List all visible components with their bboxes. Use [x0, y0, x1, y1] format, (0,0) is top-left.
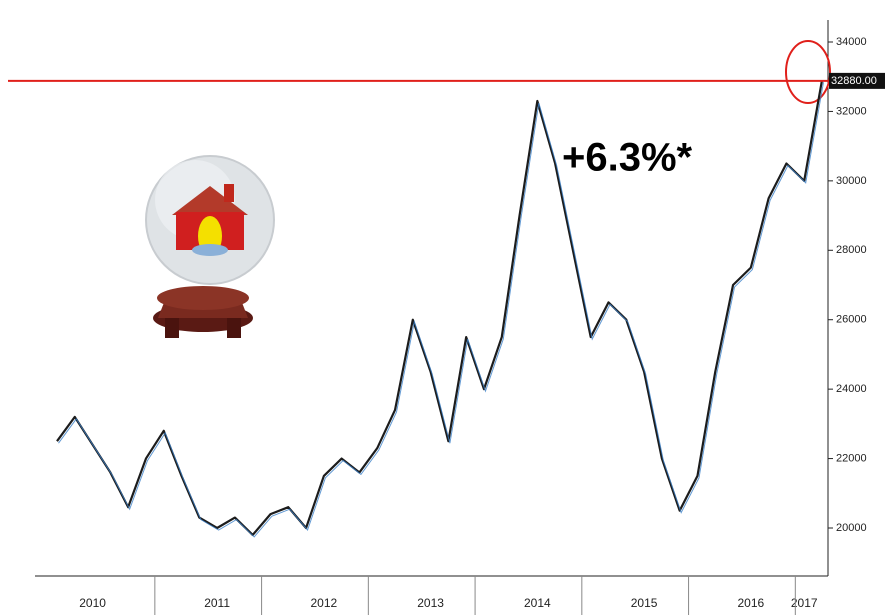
- price-line-shade: [58, 82, 824, 538]
- y-tick-label: 32000: [836, 105, 867, 117]
- y-tick-label: 28000: [836, 244, 867, 256]
- price-line: [56, 79, 824, 537]
- x-tick-label: 2014: [524, 596, 551, 610]
- x-tick-label: 2011: [204, 596, 230, 610]
- y-tick-label: 22000: [836, 452, 867, 464]
- highlight-circle: [785, 40, 831, 104]
- x-tick-label: 2010: [79, 596, 106, 610]
- y-tick-label: 26000: [836, 314, 867, 326]
- crystal-ball-icon: [145, 155, 275, 338]
- x-tick-label: 2012: [311, 596, 338, 610]
- reference-label: 32880.00: [831, 75, 877, 87]
- x-tick-label: 2013: [417, 596, 444, 610]
- y-tick-label: 30000: [836, 175, 867, 187]
- y-tick-label: 20000: [836, 522, 867, 534]
- annotation: +6.3%*: [562, 136, 693, 180]
- y-tick-label: 24000: [836, 383, 867, 395]
- x-tick-label: 2015: [631, 596, 658, 610]
- x-tick-label: 2017: [791, 596, 818, 610]
- reference-label-box: [829, 72, 885, 89]
- y-tick-label: 34000: [836, 36, 867, 48]
- x-tick-label: 2016: [737, 596, 764, 610]
